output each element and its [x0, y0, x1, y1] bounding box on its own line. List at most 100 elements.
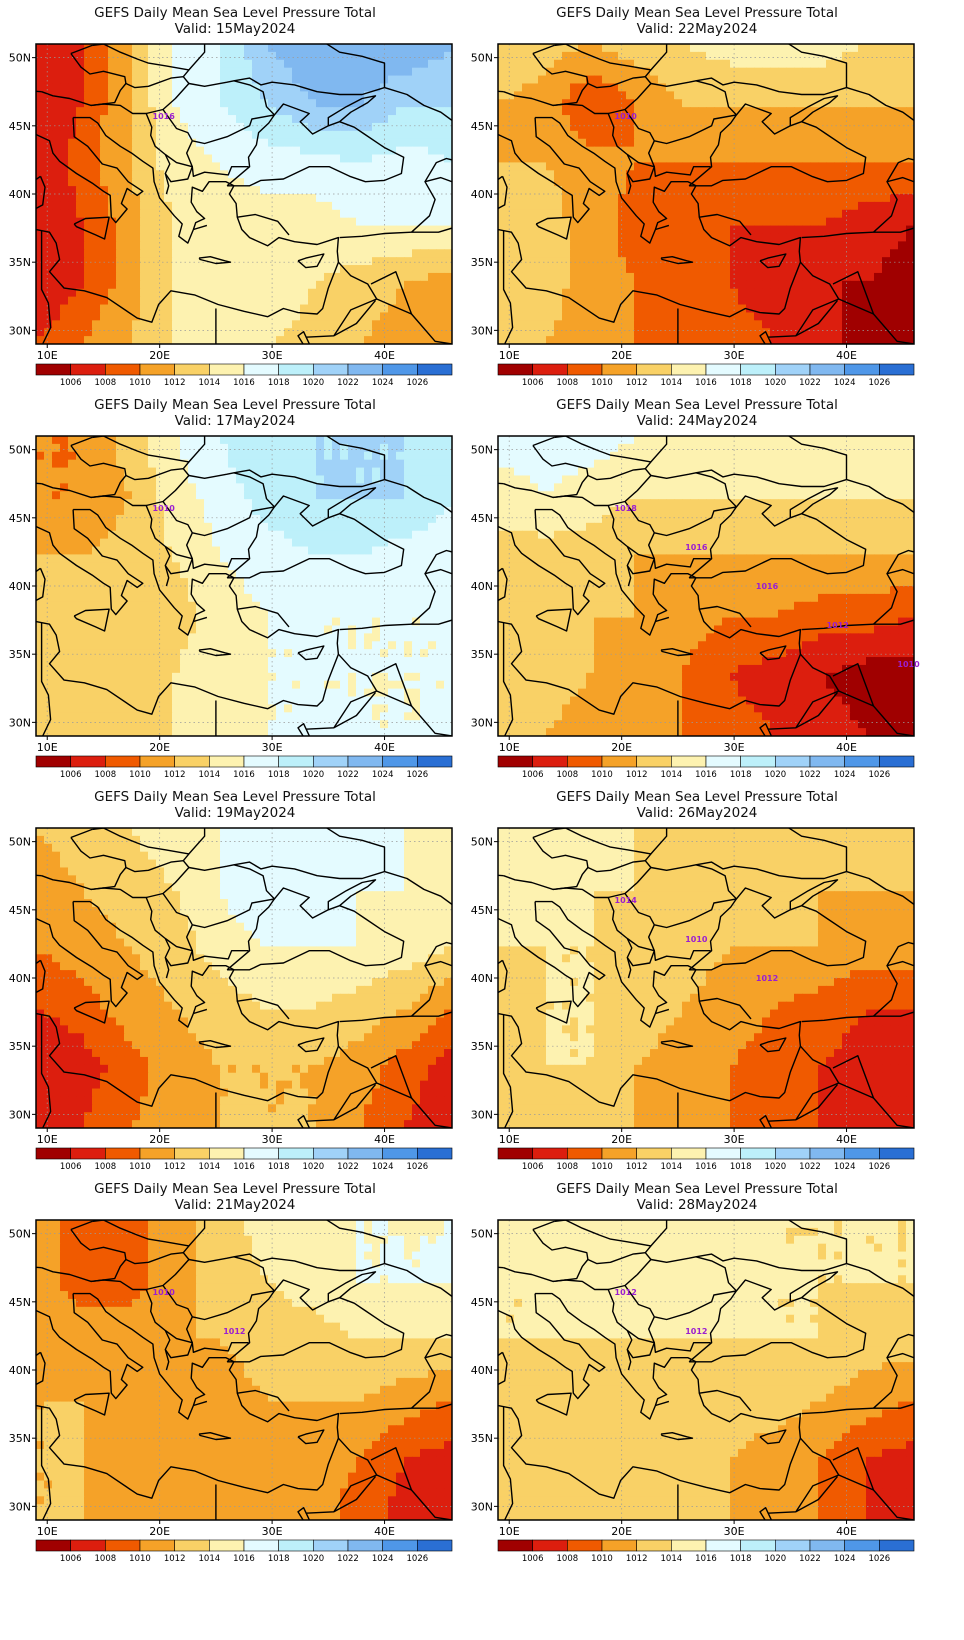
pressure-cell [530, 201, 539, 211]
colorbar-swatch [636, 363, 672, 376]
pressure-cell [650, 194, 659, 203]
pressure-cell [52, 99, 61, 108]
pressure-cell [898, 67, 907, 77]
pressure-cell [794, 257, 803, 266]
pressure-cell [818, 233, 827, 242]
pressure-cell [76, 507, 85, 516]
pressure-cell [148, 130, 157, 140]
pressure-cell [890, 122, 899, 132]
pressure-cell [92, 483, 101, 492]
pressure-cell [666, 265, 675, 274]
pressure-cell [348, 288, 357, 298]
pressure-cell [196, 459, 205, 469]
pressure-cell [268, 475, 277, 484]
pressure-cell [156, 99, 165, 108]
pressure-cell [84, 320, 93, 329]
pressure-cell [754, 178, 763, 187]
pressure-cell [562, 280, 571, 290]
coastline-path [70, 53, 127, 84]
pressure-cell [180, 178, 189, 187]
pressure-cell [522, 265, 531, 274]
pressure-cell [364, 75, 373, 85]
pressure-cell [436, 272, 445, 282]
pressure-cell [602, 138, 611, 148]
pressure-cell [642, 201, 651, 211]
pressure-cell [108, 304, 117, 314]
pressure-cell [578, 67, 587, 77]
pressure-cell [164, 265, 173, 274]
pressure-cell [770, 75, 779, 85]
pressure-cell [324, 522, 333, 532]
pressure-cell [260, 225, 269, 235]
pressure-cell [380, 178, 389, 187]
pressure-cell [124, 75, 133, 85]
pressure-cell [730, 83, 739, 92]
pressure-cell [60, 122, 69, 132]
pressure-cell [372, 83, 381, 92]
pressure-cell [538, 265, 547, 274]
pressure-cell [92, 233, 101, 242]
pressure-cell [60, 336, 69, 344]
pressure-cell [268, 154, 277, 164]
pressure-cell [388, 233, 397, 242]
pressure-cell [412, 83, 421, 92]
pressure-cell [236, 451, 245, 461]
pressure-cell [308, 170, 317, 179]
pressure-cell [538, 146, 547, 156]
pressure-cell [84, 146, 93, 156]
pressure-cell [156, 67, 165, 77]
pressure-cell [890, 233, 899, 242]
pressure-cell [108, 225, 117, 235]
pressure-cell [506, 336, 515, 344]
pressure-cell [36, 514, 45, 524]
pressure-cell [794, 280, 803, 290]
pressure-cell [276, 241, 285, 250]
pressure-cell [196, 44, 205, 53]
pressure-cell [124, 304, 133, 314]
pressure-cell [882, 225, 891, 235]
pressure-cell [404, 288, 413, 298]
pressure-cell [754, 146, 763, 156]
pressure-cell [308, 475, 317, 484]
pressure-cell [530, 59, 539, 69]
pressure-cell [364, 249, 373, 258]
pressure-cell [858, 186, 867, 195]
pressure-cell [140, 67, 149, 77]
pressure-cell [132, 546, 141, 556]
pressure-cell [602, 75, 611, 85]
pressure-cell [60, 130, 69, 140]
pressure-cell [292, 75, 301, 85]
pressure-cell [108, 336, 117, 344]
pressure-cell [890, 280, 899, 290]
pressure-cell [404, 507, 413, 516]
pressure-cell [148, 217, 157, 227]
pressure-cell [818, 83, 827, 92]
pressure-cell [388, 99, 397, 108]
pressure-cell [92, 288, 101, 298]
pressure-cell [396, 257, 405, 266]
pressure-cell [156, 272, 165, 282]
pressure-cell [212, 483, 221, 492]
pressure-cell [778, 44, 787, 53]
pressure-cell [890, 186, 899, 195]
pressure-cell [364, 154, 373, 164]
pressure-cell [874, 67, 883, 77]
pressure-cell [626, 91, 635, 100]
pressure-cell [506, 257, 515, 266]
pressure-cell [658, 59, 667, 69]
pressure-cell [76, 328, 85, 337]
pressure-cell [898, 59, 907, 69]
pressure-cell [738, 91, 747, 100]
pressure-cell [228, 241, 237, 250]
pressure-cell [228, 288, 237, 298]
pressure-cell [340, 546, 349, 556]
pressure-cell [506, 312, 515, 321]
pressure-cell [498, 115, 507, 124]
pressure-cell [698, 91, 707, 100]
pressure-cell [444, 296, 452, 306]
pressure-cell [578, 249, 587, 258]
pressure-cell [578, 122, 587, 132]
pressure-cell [124, 522, 133, 532]
pressure-cell [36, 507, 45, 516]
pressure-cell [188, 546, 197, 556]
